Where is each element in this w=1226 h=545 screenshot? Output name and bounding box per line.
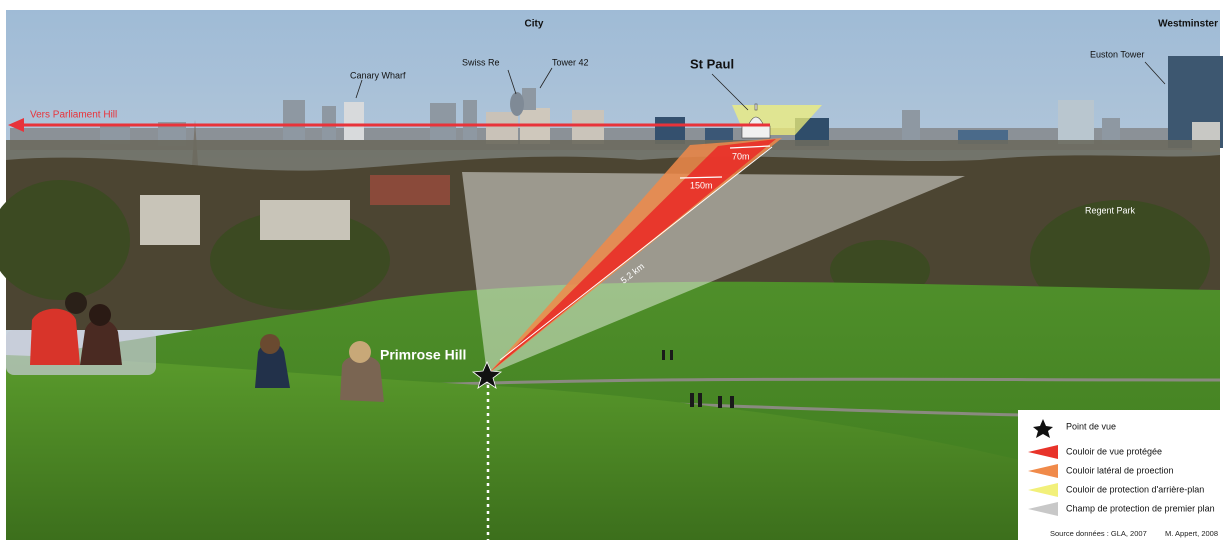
width-label: 150m	[690, 180, 713, 190]
building-label: Canary Wharf	[350, 70, 406, 80]
leader-lines	[355, 61, 1166, 111]
legend-symbol	[1033, 419, 1053, 438]
legend: Point de vue Couloir de vue protégée Cou…	[1018, 410, 1226, 540]
legend-label: Couloir de protection d'arrière-plan	[1066, 484, 1204, 494]
width-label: 70m	[732, 151, 750, 161]
legend-label: Couloir de vue protégée	[1066, 446, 1162, 456]
area-label: City	[525, 19, 544, 30]
legend-symbol	[1028, 502, 1058, 516]
legend-symbol	[1028, 464, 1058, 478]
people	[6, 292, 734, 408]
foreground-protection-field	[462, 172, 965, 375]
building-label: St Paul	[690, 56, 734, 71]
viewpoint-star	[471, 361, 503, 389]
author-note: M. Appert, 2008	[1165, 529, 1218, 538]
source-note: Source données : GLA, 2007	[1050, 529, 1147, 538]
legend-label: Point de vue	[1066, 421, 1116, 431]
place-label: Primrose Hill	[380, 347, 466, 363]
building-label: Tower 42	[552, 57, 589, 67]
legend-symbol	[1028, 445, 1058, 459]
distance-line	[499, 146, 773, 361]
legend-label: Couloir latéral de proection	[1066, 465, 1174, 475]
place-label: Regent Park	[1085, 205, 1136, 215]
legend-symbol	[1028, 483, 1058, 497]
direction-label: Vers Parliament Hill	[30, 110, 117, 121]
hill	[6, 355, 1020, 540]
arrow-head	[8, 118, 24, 132]
width-line	[679, 176, 723, 179]
area-label: Westminster	[1158, 19, 1218, 30]
legend-label: Champ de protection de premier plan	[1066, 503, 1215, 513]
building-label: Euston Tower	[1090, 49, 1144, 59]
houses	[140, 175, 450, 245]
width-line	[729, 145, 771, 149]
building-label: Swiss Re	[462, 57, 500, 67]
